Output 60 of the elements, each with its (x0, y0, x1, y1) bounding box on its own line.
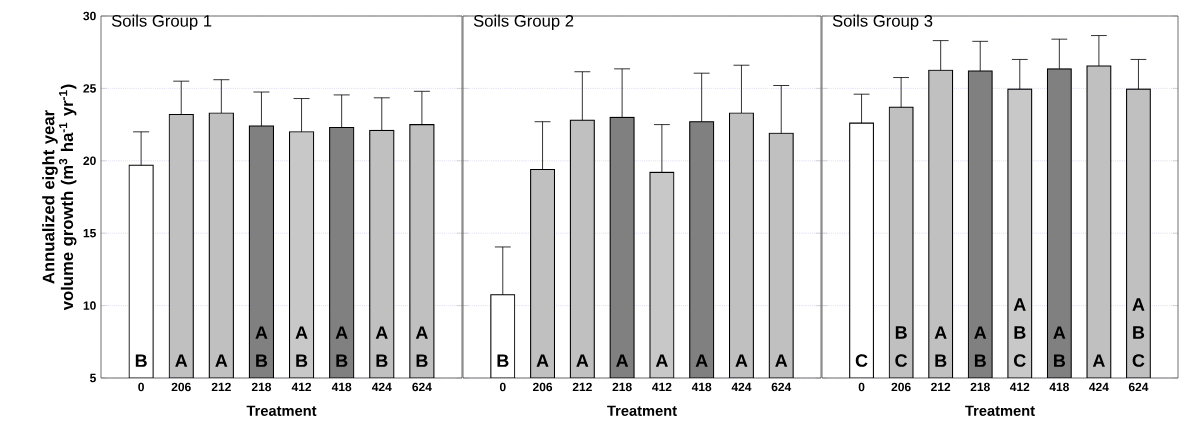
y-tick-label: 10 (83, 301, 96, 310)
x-tick-label: 424 (731, 382, 752, 392)
data-label: A B (974, 326, 987, 367)
x-tick-label: 424 (1089, 382, 1109, 392)
data-label: A (775, 354, 788, 367)
data-label: A B (255, 326, 268, 367)
data-label: B C (895, 326, 908, 367)
x-axis-title: Treatment (607, 405, 677, 416)
x-tick-label: 218 (251, 382, 272, 392)
data-label: A (215, 354, 228, 367)
y-tick-label: 5 (90, 373, 96, 383)
x-tick-label: 212 (572, 382, 592, 392)
y-tick-label: 20 (83, 156, 96, 166)
data-label: A B C (1013, 298, 1026, 367)
y-tick-label: 30 (83, 11, 96, 21)
x-tick-label: 206 (171, 382, 191, 392)
x-tick-label: 418 (691, 382, 712, 392)
x-axis-title: Treatment (965, 405, 1035, 416)
x-tick-label: 206 (532, 382, 553, 392)
x-tick-label: 412 (291, 382, 312, 392)
data-label: A B (375, 326, 388, 367)
data-label: A (576, 354, 589, 367)
x-tick-label: 218 (970, 382, 990, 392)
data-label: A B (415, 326, 428, 367)
data-label: A B (934, 326, 947, 367)
data-label: A (695, 354, 708, 367)
x-tick-label: 0 (499, 382, 506, 392)
chart-title: Soils Group 1 (111, 14, 212, 31)
x-tick-label: 418 (1049, 382, 1069, 392)
data-label: A B (295, 326, 308, 367)
chart-title: Soils Group 2 (473, 14, 574, 31)
data-label: A (655, 354, 668, 367)
x-tick-label: 0 (858, 382, 865, 392)
data-label: A B (335, 326, 348, 367)
x-tick-label: 624 (1128, 382, 1149, 392)
x-tick-label: 412 (1009, 382, 1030, 392)
x-tick-label: 418 (331, 382, 352, 392)
data-label: A (175, 354, 188, 367)
chart-title: Soils Group 3 (832, 14, 933, 31)
data-label: C (855, 354, 868, 367)
x-tick-label: 206 (891, 382, 911, 392)
x-tick-label: 624 (412, 382, 432, 392)
x-tick-label: 0 (138, 382, 144, 392)
data-label: A (536, 354, 549, 367)
x-tick-label: 218 (612, 382, 632, 392)
y-tick-label: 15 (83, 229, 96, 238)
data-label: A (735, 354, 748, 367)
x-tick-label: 212 (211, 382, 231, 392)
x-tick-label: 424 (371, 382, 392, 392)
x-tick-label: 212 (931, 382, 951, 392)
data-label: A (616, 354, 629, 367)
data-label: B (497, 354, 509, 367)
x-axis-title: Treatment (246, 405, 317, 416)
data-label: B (135, 354, 147, 367)
data-label: A B (1053, 326, 1066, 367)
x-tick-label: 412 (652, 382, 672, 392)
x-tick-label: 624 (771, 382, 792, 392)
data-label: A (1092, 354, 1105, 367)
data-label: A B C (1132, 298, 1145, 367)
y-tick-label: 25 (83, 84, 96, 93)
